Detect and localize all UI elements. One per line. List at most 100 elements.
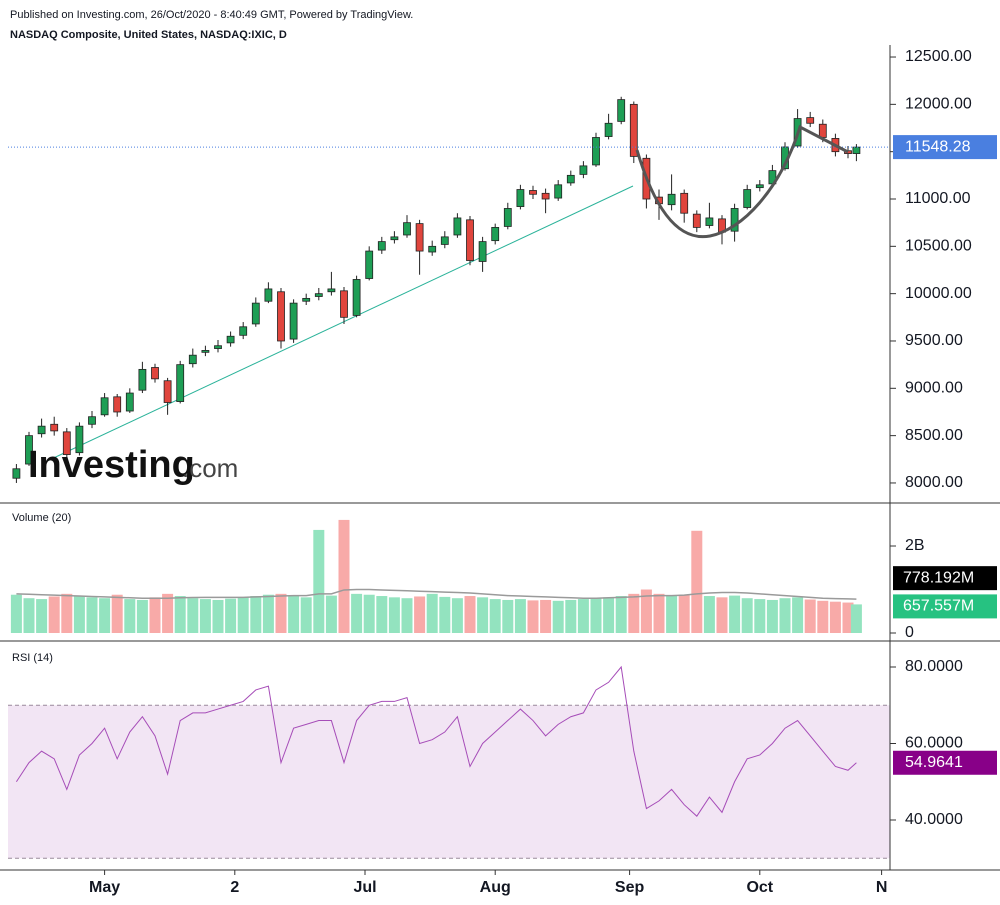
candle-body [466,219,474,261]
candle-body [62,431,71,455]
y-tick-label: 0 [905,624,914,641]
candle-body [226,335,235,344]
volume-bar [615,596,627,633]
volume-bar [451,598,463,633]
candle-body [617,99,626,122]
volume-bar [653,593,665,633]
candle-body [705,217,714,226]
x-tick-label: N [876,879,888,896]
candle-body [125,392,134,412]
candle-body [277,291,285,342]
candle-body [100,397,109,416]
volume-bar [300,597,312,633]
candle-body [566,174,575,184]
volume-bar [363,594,375,633]
x-tick-label: 2 [230,879,239,896]
candle-body [491,226,500,242]
volume-bar [565,599,577,633]
candle-body [478,241,487,262]
candle-body [529,190,537,195]
volume-bar [842,602,854,633]
x-tick-label: Oct [746,879,773,896]
cup-pattern [635,124,849,239]
watermark-suffix: .com [182,453,238,483]
candle-body [415,223,424,252]
candle-body [302,297,311,302]
volume-bar [489,599,501,633]
panel-title: Volume (20) [12,512,71,524]
candle-body [251,302,260,325]
candle-body [541,192,550,200]
volume-bar [464,596,476,633]
rsi-label: 54.9641 [905,754,963,771]
candle-body [151,367,159,380]
volume-bar [237,597,249,633]
trend-line [44,185,634,463]
candle-body [214,345,222,349]
candle-body [852,146,861,154]
volume-bar [691,530,703,633]
volume-bar [829,601,841,633]
volume-bar [817,600,829,633]
candle-body [428,245,437,253]
candle-body [604,122,613,137]
volume-bar [779,598,791,633]
candle-body [629,103,638,157]
volume-bar [124,599,136,633]
candle-body [201,350,210,353]
candle-body [806,117,815,124]
volume-bar [351,593,363,633]
volume-bar [552,600,564,633]
volume-bar [703,596,715,633]
y-tick-label: 10500.00 [905,238,972,255]
y-tick-label: 60.0000 [905,735,963,752]
y-tick-label: 8500.00 [905,427,963,444]
candle-body [37,425,46,435]
volume-bar [439,596,451,633]
last-price-box [893,135,997,160]
volume-bar [275,593,287,633]
volume-bar [212,599,224,633]
volume-label: 657.557M [903,598,974,615]
volume-bar [414,596,426,633]
y-tick-label: 11000.00 [905,190,971,207]
rsi-line [15,665,857,817]
volume-bar [426,593,438,633]
y-tick-label: 8000.00 [905,474,963,491]
volume-bar [502,599,514,633]
candle-body [403,222,411,236]
volume-bar [325,595,337,633]
volume-bar [729,595,741,633]
rsi-label-box [893,750,997,775]
volume-bar [225,598,237,633]
volume-bar [754,599,766,633]
x-tick-label: Sep [615,879,645,896]
volume-bar [666,595,678,633]
y-tick-label: 12500.00 [905,48,972,65]
volume-bar [388,597,400,633]
volume-bar [61,593,73,633]
volume-bar [174,596,186,633]
candle-body [730,208,739,232]
y-tick-label: 9500.00 [905,332,963,349]
candle-body [453,217,462,236]
volume-ma-line [16,588,857,600]
candle-body [138,368,147,391]
volume-bar [10,594,22,633]
volume-bar [527,600,539,633]
volume-bar [149,597,161,633]
candle-body [163,380,172,403]
x-tick-label: Aug [480,879,511,896]
volume-bar [250,596,262,633]
volume-bar [73,596,85,633]
volume-bar [640,589,652,633]
volume-bar [262,594,274,633]
volume-bar [741,598,753,633]
candle-body [818,123,827,138]
volume-bar [514,599,526,633]
volume-bar [313,529,325,633]
candle-body [579,165,588,175]
ma-label: 778.192M [903,569,974,586]
candle-body [503,208,512,227]
